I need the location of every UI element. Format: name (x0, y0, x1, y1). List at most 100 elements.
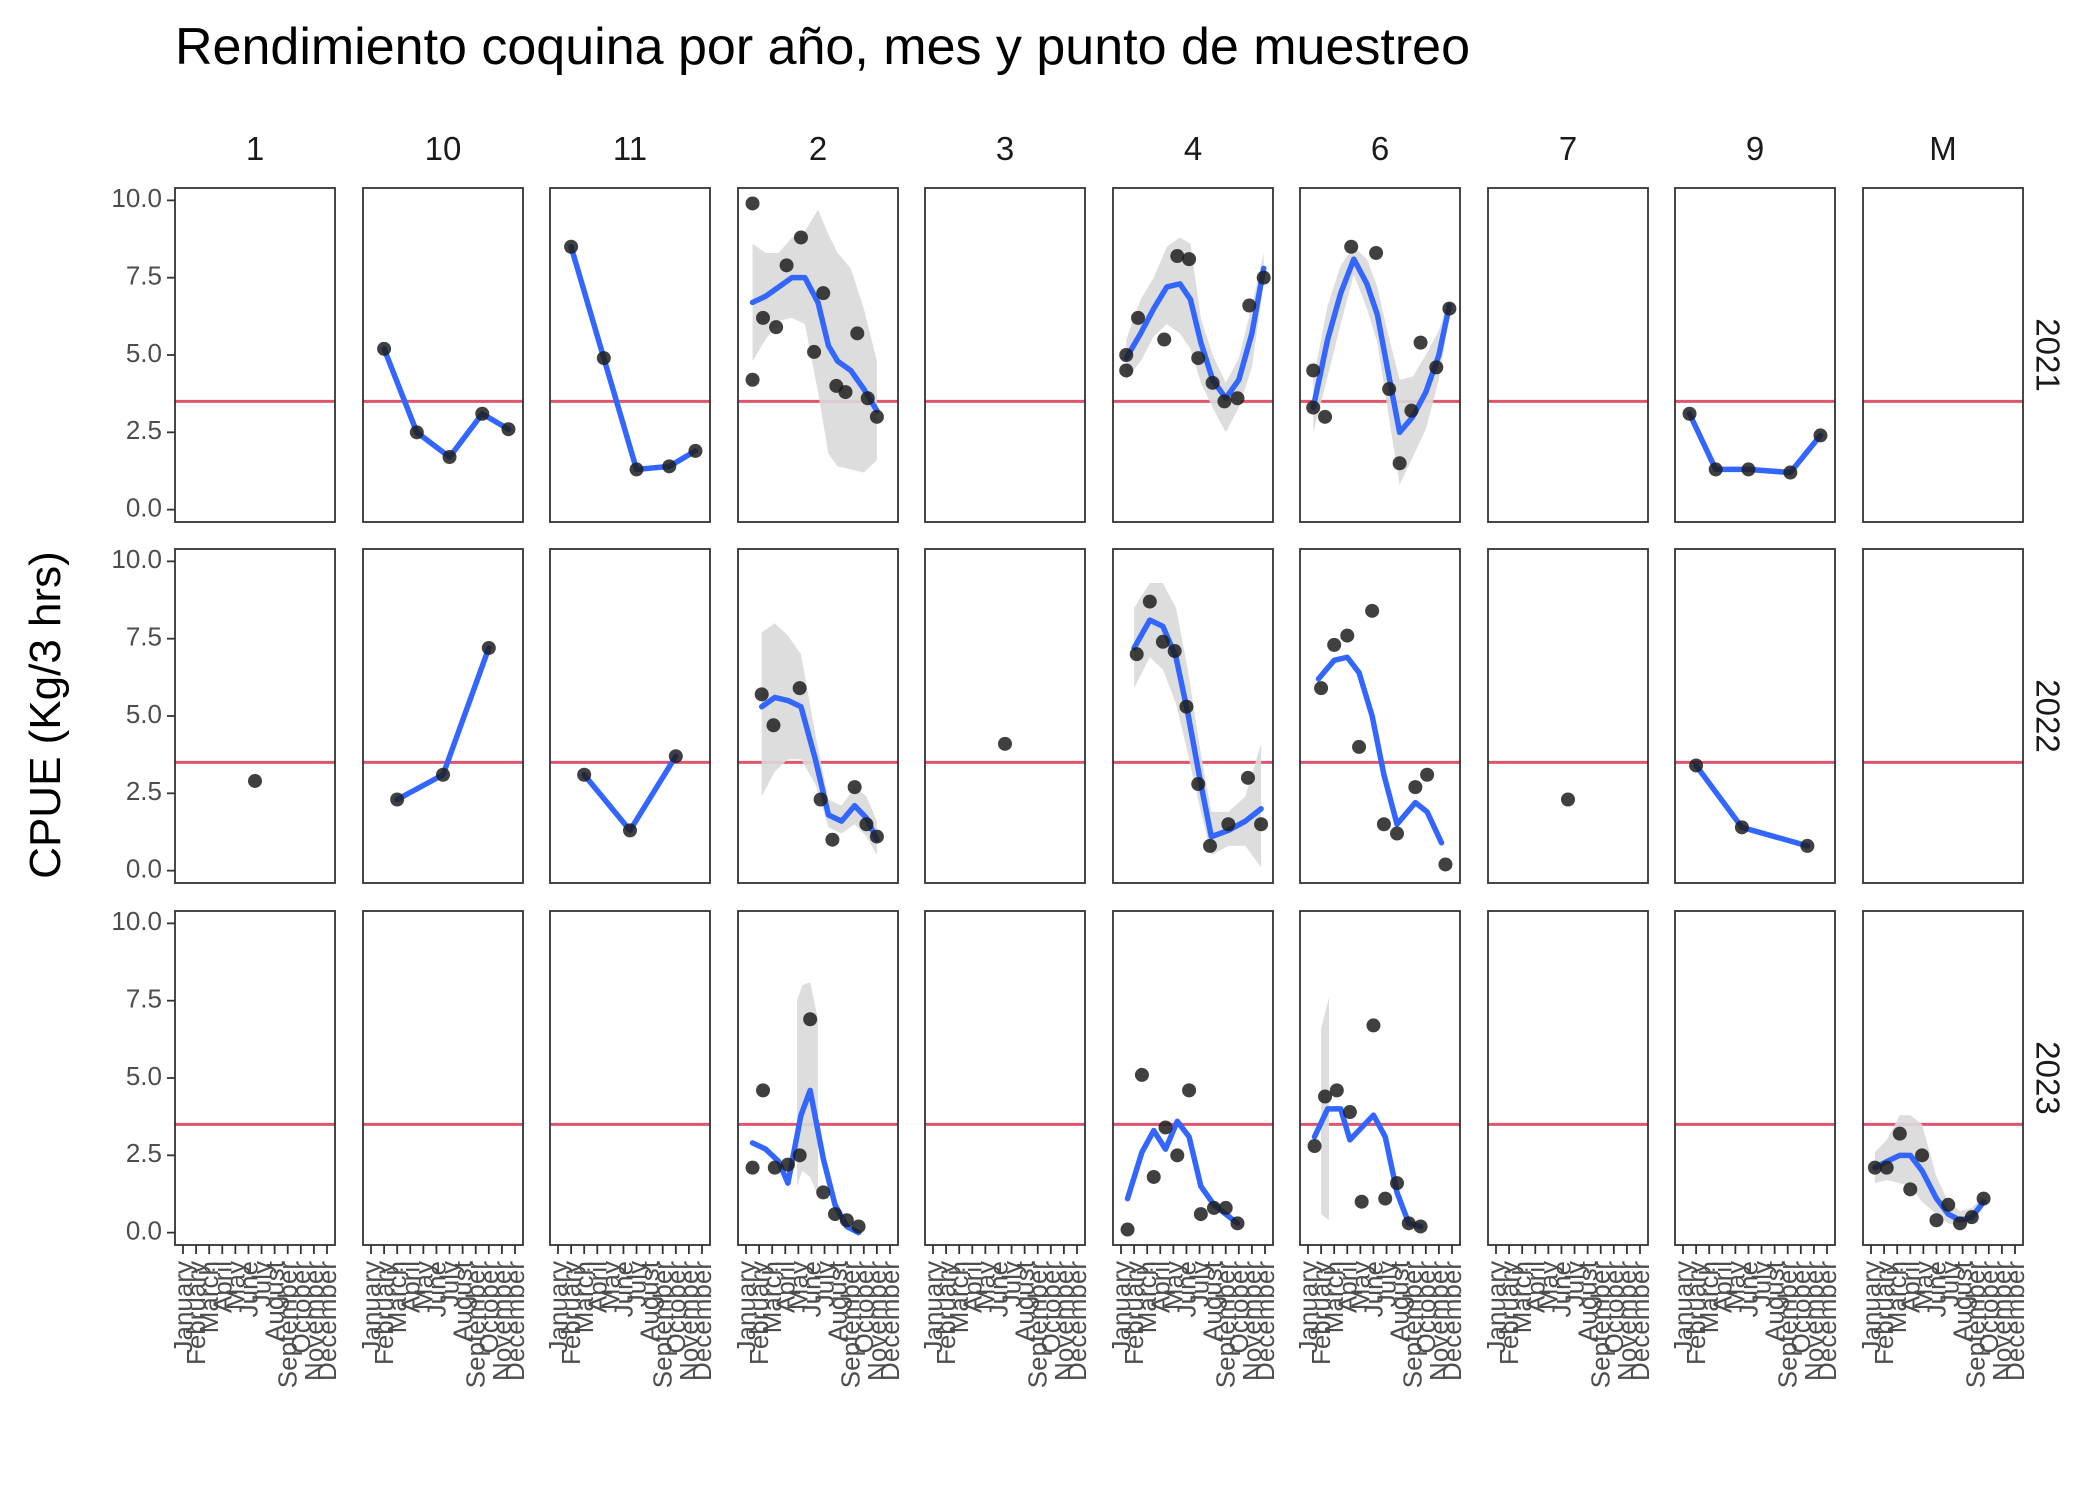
facet-row-label: 2023 (2029, 1041, 2066, 1114)
x-tick-label: December (312, 1261, 342, 1381)
smooth-line (749, 274, 880, 414)
facet-column-label: 1 (246, 130, 264, 167)
data-point (1892, 1126, 1907, 1141)
data-point (838, 385, 853, 400)
confidence-band (1874, 1115, 1984, 1227)
facet-grid: 1 10 11 2 3 4 6 7 9 M 2021 2022 2023 0.0 2.5 5.0 7.5 10.0… (111, 130, 2066, 1388)
data-point (1404, 403, 1419, 418)
x-tick-label: January (1481, 1261, 1511, 1354)
smooth-line (381, 346, 512, 460)
facet-panel (737, 548, 899, 884)
x-tick-label: August (260, 1260, 290, 1342)
facet-column-label: 7 (1559, 130, 1577, 167)
facet-panel (1862, 910, 2024, 1246)
x-tick-label: June (1171, 1261, 1201, 1317)
x-tick-label: October (1411, 1261, 1441, 1354)
x-tick-label: April (1332, 1261, 1362, 1313)
data-point (409, 425, 424, 440)
x-tick-label: September (1211, 1261, 1241, 1389)
x-tick-label: January (356, 1261, 386, 1354)
x-tick-label: September (1773, 1261, 1803, 1389)
data-point (1170, 1148, 1185, 1163)
y-tick-label: 7.5 (126, 261, 162, 291)
data-point (803, 1012, 818, 1027)
x-tick-label: December (1625, 1261, 1655, 1381)
data-point (869, 829, 884, 844)
data-point (1329, 1083, 1344, 1098)
data-point (1354, 1194, 1369, 1209)
data-point (1689, 758, 1704, 773)
x-tick-label: March (944, 1261, 974, 1333)
x-tick-label: June (233, 1261, 263, 1317)
data-point (577, 767, 592, 782)
smooth-line (568, 244, 699, 473)
data-point (860, 391, 875, 406)
x-tick-label: April (582, 1261, 612, 1313)
data-point (1203, 838, 1218, 853)
x-tick-label: August (1760, 1260, 1790, 1342)
facet-panel (1674, 548, 1836, 884)
x-tick-label: January (1106, 1261, 1136, 1354)
facet-panel (174, 910, 336, 1246)
smooth-line (1131, 617, 1264, 840)
data-point (745, 196, 760, 211)
x-tick-label: June (1546, 1261, 1576, 1317)
facet-row-label: 2022 (2029, 679, 2066, 752)
x-tick-label: September (1586, 1261, 1616, 1389)
data-point (1376, 817, 1391, 832)
x-tick-label: February (1869, 1261, 1899, 1365)
x-tick-label: April (1520, 1261, 1550, 1313)
data-point (851, 1219, 866, 1234)
data-point (1193, 1207, 1208, 1222)
facet-panel (1674, 910, 1836, 1246)
x-tick-label: July (1185, 1261, 1215, 1307)
facet-panel (362, 548, 524, 884)
data-point (792, 681, 807, 696)
data-point (745, 372, 760, 387)
x-tick-label: February (931, 1261, 961, 1365)
x-tick-label: February (369, 1261, 399, 1365)
facet-column-label: M (1929, 130, 1957, 167)
data-point (596, 351, 611, 366)
x-tick-label: January (1668, 1261, 1698, 1354)
x-tick-label: June (1921, 1261, 1951, 1317)
data-point (1342, 1105, 1357, 1120)
data-point (1191, 351, 1206, 366)
facet-column-label: 11 (613, 130, 647, 167)
data-point (869, 409, 884, 424)
smooth-line (1311, 1106, 1424, 1230)
data-point (756, 310, 771, 325)
data-point (767, 1160, 782, 1175)
data-point (1306, 400, 1321, 415)
x-tick-label: November (1799, 1261, 1829, 1381)
data-point (1191, 777, 1206, 792)
x-tick-label: December (687, 1261, 717, 1381)
data-point (1254, 817, 1269, 832)
data-point (850, 326, 865, 341)
data-point (1976, 1191, 1991, 1206)
x-tick-label: March (194, 1261, 224, 1333)
data-point (1401, 1216, 1416, 1231)
data-point (377, 341, 392, 356)
x-tick-label: June (1733, 1261, 1763, 1317)
x-tick-label: March (757, 1261, 787, 1333)
facet-panel (549, 187, 711, 523)
data-point (1953, 1216, 1968, 1231)
facet-column-label: 4 (1184, 130, 1202, 167)
data-point (1314, 681, 1329, 696)
data-point (766, 718, 781, 733)
data-point (1390, 826, 1405, 841)
x-tick-label: May (1345, 1261, 1375, 1310)
x-tick-label: October (849, 1261, 879, 1354)
x-tick-label: September (1023, 1261, 1053, 1389)
confidence-band (1126, 237, 1264, 433)
facet-panel (1299, 187, 1461, 523)
x-tick-label: November (1049, 1261, 1079, 1381)
x-tick-label: July (1935, 1261, 1965, 1307)
y-tick-label: 2.5 (126, 1138, 162, 1168)
data-point (662, 459, 677, 474)
x-tick-label: December (1437, 1261, 1467, 1381)
data-point (1120, 1222, 1135, 1237)
data-point (1429, 360, 1444, 375)
